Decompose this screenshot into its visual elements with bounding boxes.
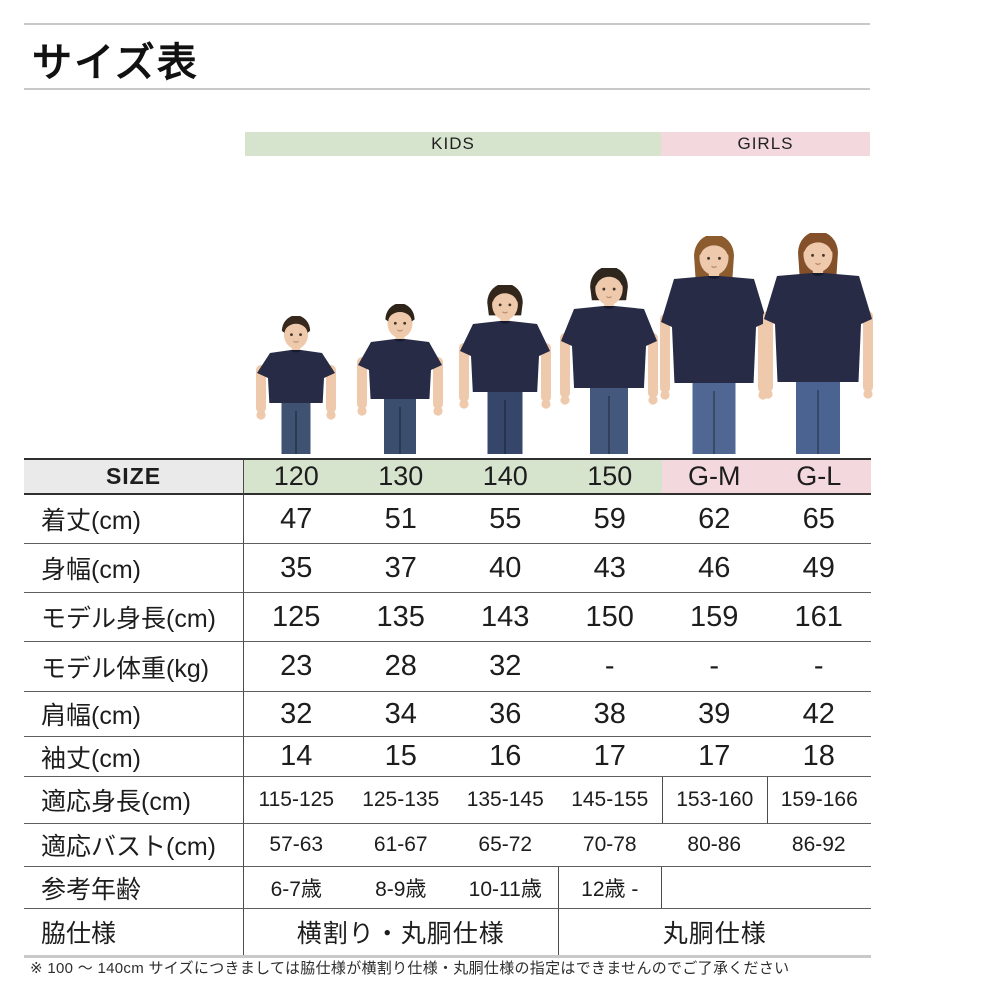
column-header-G-M: G-M <box>662 460 767 495</box>
value-cell: 49 <box>766 544 871 593</box>
value-cell: 65-72 <box>453 824 558 867</box>
value-cell: 161 <box>766 593 871 642</box>
column-header-130: 130 <box>348 460 453 495</box>
value-cell: 38 <box>557 692 662 737</box>
value-cell: 14 <box>244 737 349 777</box>
value-cell: 51 <box>348 495 453 544</box>
row-label: 着丈(cm) <box>24 495 244 544</box>
value-cell: 28 <box>348 642 453 692</box>
row-label: 参考年齢 <box>24 867 244 909</box>
value-cell: - <box>662 642 767 692</box>
value-cell: 62 <box>662 495 767 544</box>
model-photo-G-L <box>763 233 873 454</box>
merged-cell: 丸胴仕様 <box>557 909 872 955</box>
value-cell: 61-67 <box>348 824 453 867</box>
value-cell: 16 <box>453 737 558 777</box>
column-header-150: 150 <box>557 460 662 495</box>
value-cell: 150 <box>557 593 662 642</box>
value-cell: 145-155 <box>557 777 662 824</box>
empty-cell <box>662 867 871 909</box>
value-cell: 36 <box>453 692 558 737</box>
row-label: 適応バスト(cm) <box>24 824 244 867</box>
merged-cell: 横割り・丸胴仕様 <box>296 920 505 948</box>
model-photos <box>0 0 1000 458</box>
model-photo-140 <box>459 285 551 454</box>
value-cell: 159 <box>662 593 767 642</box>
value-cell: 57-63 <box>244 824 349 867</box>
value-cell: 39 <box>662 692 767 737</box>
value-cell: 135-145 <box>453 777 558 824</box>
value-cell: 159-166 <box>766 777 871 824</box>
size-header-cell: SIZE <box>24 460 244 495</box>
value-cell: 43 <box>557 544 662 593</box>
title-rule-bottom <box>24 88 870 90</box>
value-cell: 32 <box>244 692 349 737</box>
column-header-120: 120 <box>244 460 349 495</box>
footnote: ※ 100 〜 140cm サイズにつきましては脇仕様が横割り仕様・丸胴仕様の指… <box>30 960 790 977</box>
value-cell: 10-11歳 <box>453 867 558 909</box>
value-cell: 153-160 <box>662 777 767 824</box>
value-cell: 6-7歳 <box>244 867 349 909</box>
kids-group-label: KIDS <box>431 134 475 153</box>
value-cell: 40 <box>453 544 558 593</box>
title-rule-top <box>24 23 870 25</box>
value-cell: 59 <box>557 495 662 544</box>
value-cell: 115-125 <box>244 777 349 824</box>
row-label: 肩幅(cm) <box>24 692 244 737</box>
value-cell: 15 <box>348 737 453 777</box>
value-cell: 8-9歳 <box>348 867 453 909</box>
value-cell: 125 <box>244 593 349 642</box>
row-label: モデル体重(kg) <box>24 642 244 692</box>
model-photo-120 <box>256 316 336 454</box>
value-cell: 70-78 <box>557 824 662 867</box>
row-label: 適応身長(cm) <box>24 777 244 824</box>
value-cell: 143 <box>453 593 558 642</box>
value-cell: 12歳 - <box>557 867 662 909</box>
girls-group-label: GIRLS <box>737 134 794 153</box>
value-cell: - <box>766 642 871 692</box>
value-cell: 65 <box>766 495 871 544</box>
model-photo-G-M <box>660 236 768 454</box>
value-cell: 35 <box>244 544 349 593</box>
row-label: 袖丈(cm) <box>24 737 244 777</box>
column-header-140: 140 <box>453 460 558 495</box>
value-cell: - <box>557 642 662 692</box>
row-label: 脇仕様 <box>24 909 244 955</box>
model-photo-130 <box>357 304 443 454</box>
value-cell: 32 <box>453 642 558 692</box>
model-photo-150 <box>560 268 658 454</box>
value-cell: 55 <box>453 495 558 544</box>
row-label: モデル身長(cm) <box>24 593 244 642</box>
value-cell: 80-86 <box>662 824 767 867</box>
value-cell: 135 <box>348 593 453 642</box>
page-title: サイズ表 <box>32 41 199 85</box>
value-cell: 23 <box>244 642 349 692</box>
value-cell: 47 <box>244 495 349 544</box>
size-table: SIZE 120 130 140 150 G-M G-L 着丈(cm) 47 51 55 59 62 65… <box>24 458 871 958</box>
value-cell: 17 <box>662 737 767 777</box>
girls-group-band: GIRLS <box>661 132 870 156</box>
value-cell: 42 <box>766 692 871 737</box>
value-cell: 17 <box>557 737 662 777</box>
value-cell: 125-135 <box>348 777 453 824</box>
value-cell: 34 <box>348 692 453 737</box>
value-cell: 37 <box>348 544 453 593</box>
kids-group-band: KIDS <box>245 132 661 156</box>
value-cell: 46 <box>662 544 767 593</box>
row-label: 身幅(cm) <box>24 544 244 593</box>
value-cell: 18 <box>766 737 871 777</box>
column-header-G-L: G-L <box>766 460 871 495</box>
value-cell: 86-92 <box>766 824 871 867</box>
